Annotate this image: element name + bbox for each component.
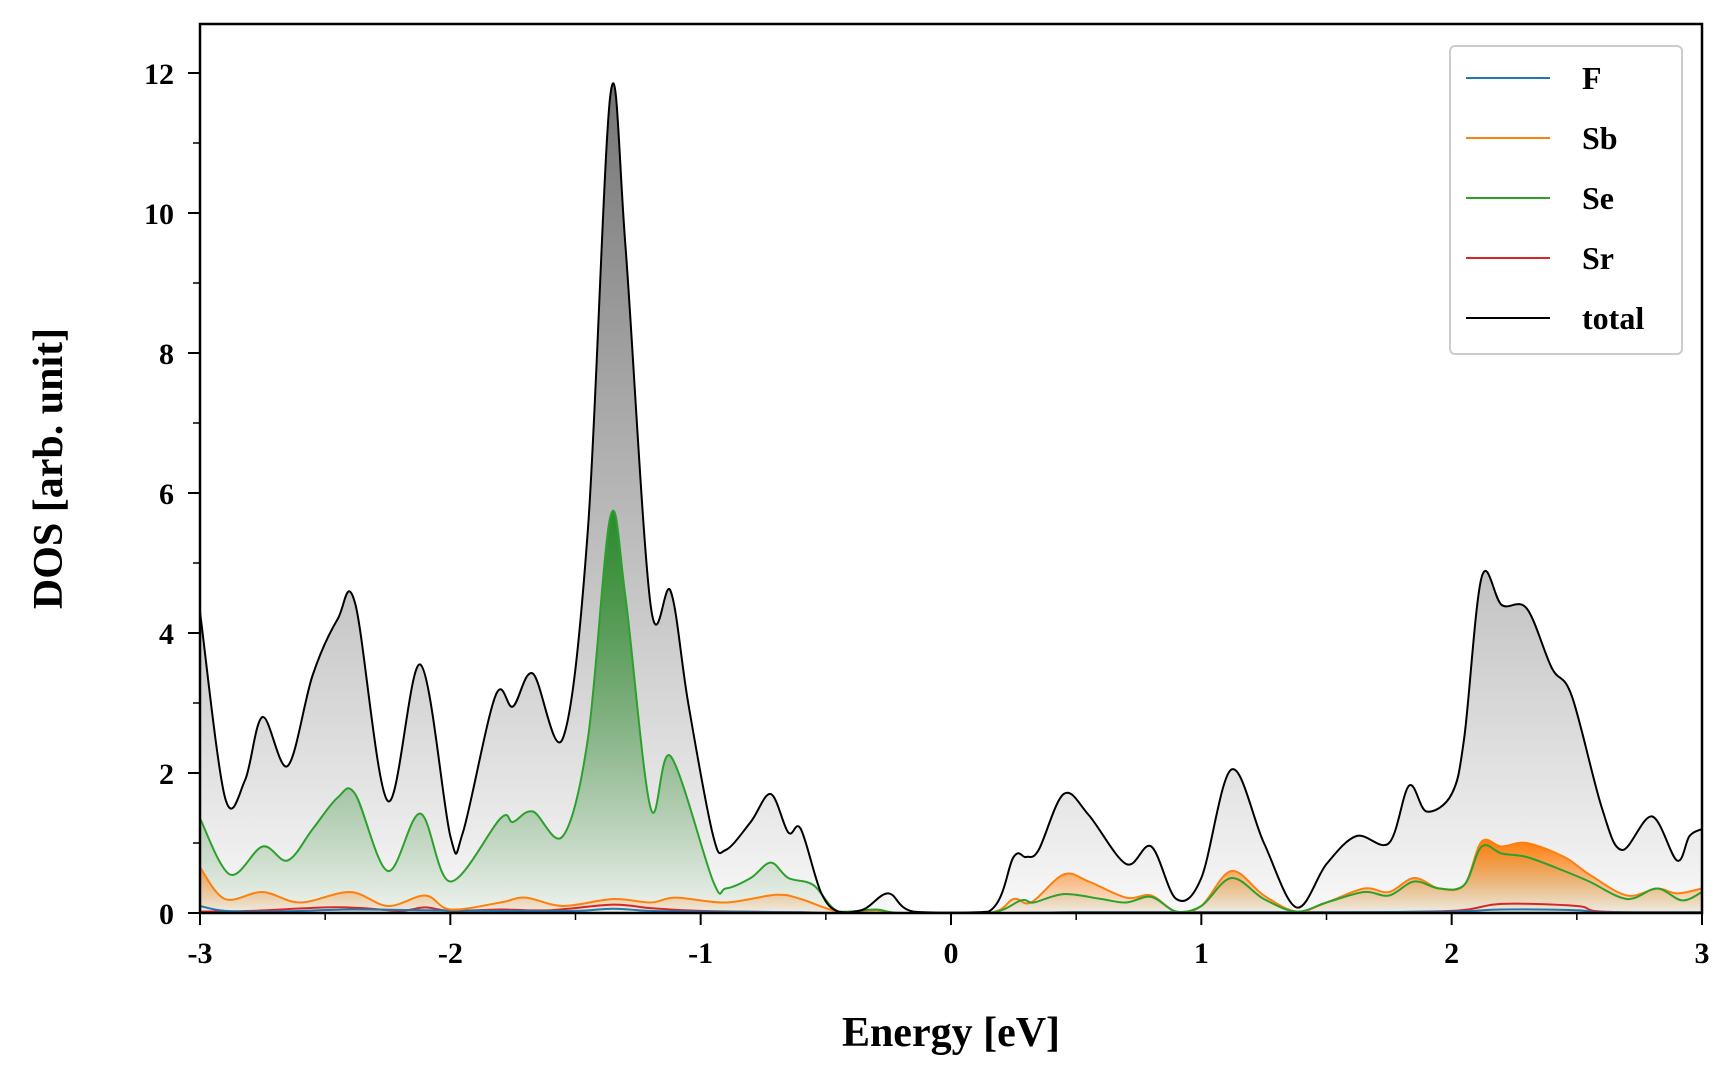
x-axis: -3 -2 -1 0 1 2 3: [188, 913, 1710, 970]
y-tick-label: 6: [159, 478, 174, 511]
legend-label-se: Se: [1582, 180, 1614, 216]
fill-total: [200, 83, 1702, 913]
legend: F Sb Se Sr total: [1449, 45, 1683, 355]
y-axis-label: DOS [arb. unit]: [26, 328, 72, 609]
x-axis-label: Energy [eV]: [842, 1010, 1060, 1056]
legend-label-sr: Sr: [1582, 240, 1614, 276]
x-tick-label: -1: [688, 937, 713, 970]
line-total: [200, 82, 1702, 913]
x-tick-label: 1: [1194, 937, 1209, 970]
plot-area: [200, 82, 1702, 913]
y-axis: 0 2 4 6 8 10 12: [144, 58, 200, 931]
y-tick-label: 10: [144, 198, 174, 231]
fill-se: [200, 510, 1702, 913]
y-tick-label: 4: [159, 618, 174, 651]
x-tick-label: 2: [1444, 937, 1459, 970]
x-tick-label: 3: [1695, 937, 1710, 970]
y-tick-label: 0: [159, 898, 174, 931]
x-tick-label: -3: [188, 937, 213, 970]
line-sb: [200, 838, 1702, 913]
y-tick-label: 2: [159, 758, 174, 791]
legend-box: [1449, 45, 1683, 355]
fill-sb: [200, 839, 1702, 913]
legend-label-f: F: [1582, 60, 1602, 96]
y-tick-label: 12: [144, 58, 174, 91]
legend-label-sb: Sb: [1582, 120, 1618, 156]
legend-label-total: total: [1582, 300, 1644, 336]
x-tick-label: -2: [438, 937, 463, 970]
x-tick-label: 0: [944, 937, 959, 970]
y-tick-label: 8: [159, 338, 174, 371]
